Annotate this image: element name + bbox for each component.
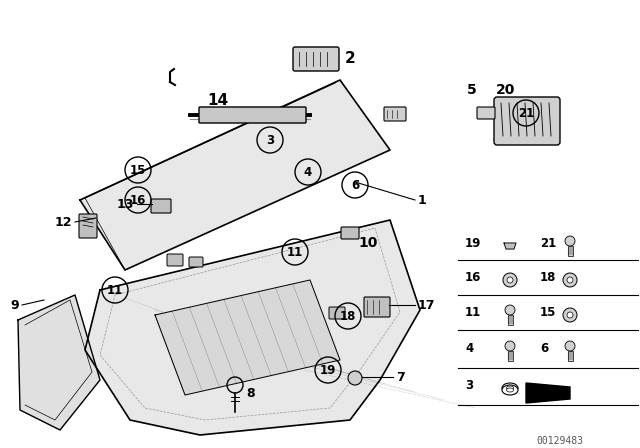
Text: 6: 6	[351, 178, 359, 191]
Text: 9: 9	[10, 298, 19, 311]
Text: 11: 11	[107, 284, 123, 297]
Text: 7: 7	[396, 370, 404, 383]
Circle shape	[565, 236, 575, 246]
FancyBboxPatch shape	[199, 107, 306, 123]
Polygon shape	[155, 280, 340, 395]
FancyBboxPatch shape	[189, 257, 203, 267]
Text: 4: 4	[465, 341, 473, 354]
Text: 8: 8	[246, 387, 255, 400]
Text: 21: 21	[518, 107, 534, 120]
Ellipse shape	[502, 383, 518, 393]
Text: 12: 12	[54, 215, 72, 228]
FancyBboxPatch shape	[329, 307, 345, 319]
FancyBboxPatch shape	[477, 107, 495, 119]
Text: 15: 15	[540, 306, 556, 319]
Text: 13: 13	[116, 198, 134, 211]
FancyBboxPatch shape	[508, 351, 513, 361]
Text: 15: 15	[130, 164, 146, 177]
Circle shape	[567, 277, 573, 283]
FancyBboxPatch shape	[293, 47, 339, 71]
Text: 00129483: 00129483	[536, 436, 584, 446]
Text: 3: 3	[465, 379, 473, 392]
Text: 17: 17	[418, 298, 435, 311]
Text: 1: 1	[418, 194, 427, 207]
Circle shape	[505, 341, 515, 351]
Circle shape	[563, 308, 577, 322]
FancyBboxPatch shape	[508, 315, 513, 325]
Text: 20: 20	[496, 83, 516, 97]
FancyBboxPatch shape	[151, 199, 171, 213]
Circle shape	[563, 273, 577, 287]
Text: 18: 18	[540, 271, 556, 284]
Text: 16: 16	[465, 271, 481, 284]
Polygon shape	[18, 295, 100, 430]
Polygon shape	[85, 220, 420, 435]
Text: 11: 11	[465, 306, 481, 319]
Text: 2: 2	[344, 51, 355, 65]
Circle shape	[505, 305, 515, 315]
Polygon shape	[504, 243, 516, 249]
Ellipse shape	[502, 385, 518, 395]
Circle shape	[503, 273, 517, 287]
Text: 4: 4	[304, 165, 312, 178]
Polygon shape	[526, 383, 570, 403]
Text: 11: 11	[287, 246, 303, 258]
Text: 16: 16	[130, 194, 146, 207]
Text: 6: 6	[540, 341, 548, 354]
Circle shape	[567, 312, 573, 318]
FancyBboxPatch shape	[364, 297, 390, 317]
FancyBboxPatch shape	[341, 227, 359, 239]
Circle shape	[565, 341, 575, 351]
Text: 3: 3	[266, 134, 274, 146]
Text: 19: 19	[465, 237, 481, 250]
Text: 14: 14	[207, 92, 228, 108]
FancyBboxPatch shape	[568, 246, 573, 256]
Circle shape	[507, 277, 513, 283]
Circle shape	[348, 371, 362, 385]
Ellipse shape	[506, 386, 513, 390]
Text: 10: 10	[358, 236, 378, 250]
Text: 5: 5	[467, 83, 477, 97]
Text: 18: 18	[340, 310, 356, 323]
Text: 21: 21	[540, 237, 556, 250]
FancyBboxPatch shape	[568, 351, 573, 361]
FancyBboxPatch shape	[384, 107, 406, 121]
Text: 19: 19	[320, 363, 336, 376]
FancyBboxPatch shape	[167, 254, 183, 266]
FancyBboxPatch shape	[79, 214, 97, 238]
Polygon shape	[80, 80, 390, 270]
Ellipse shape	[506, 388, 513, 392]
FancyBboxPatch shape	[494, 97, 560, 145]
